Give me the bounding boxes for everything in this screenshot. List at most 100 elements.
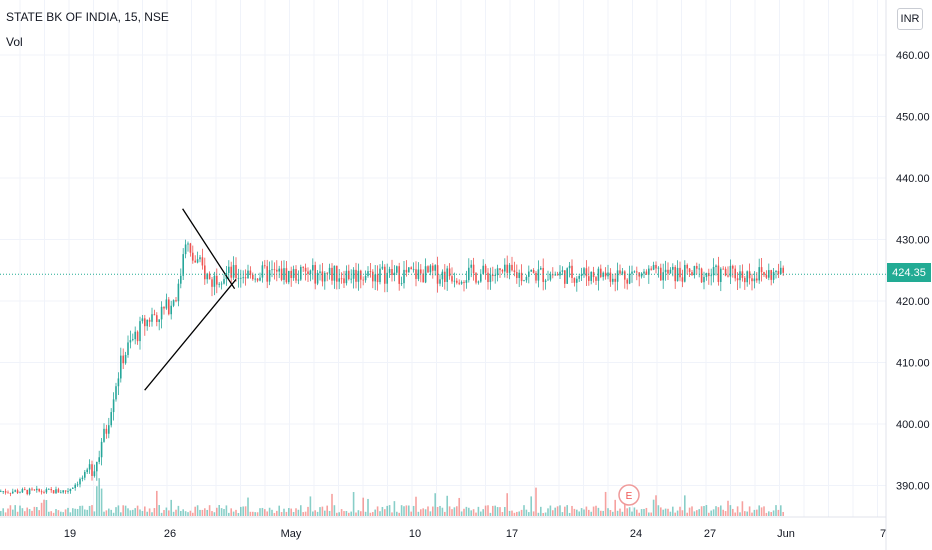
volume-bar [312, 511, 314, 516]
volume-bar [470, 510, 472, 516]
candle-body [189, 243, 192, 253]
candle-body [367, 271, 369, 276]
volume-bar [772, 510, 775, 516]
candle-body [424, 266, 427, 283]
earnings-marker[interactable]: E [618, 484, 640, 506]
candle-body [499, 268, 501, 271]
volume-bar [230, 508, 232, 516]
volume-bar [712, 509, 715, 516]
candle-body [554, 274, 556, 276]
volume-bar [482, 509, 484, 516]
candle-body [148, 319, 151, 322]
volume-bars [0, 478, 784, 516]
x-tick-label: 19 [64, 528, 76, 540]
volume-bar [523, 505, 525, 516]
volume-bar [415, 496, 417, 516]
candle-body [492, 274, 494, 276]
candle-body [31, 488, 33, 490]
volume-bar [753, 509, 756, 516]
candle-body [595, 277, 597, 281]
candle-body [201, 257, 204, 266]
candle-body [391, 268, 393, 276]
candle-body [112, 399, 115, 413]
volume-bar [120, 512, 122, 516]
candle-body [621, 271, 624, 274]
x-tick-label: 27 [704, 528, 716, 540]
x-tick-label: 17 [506, 528, 518, 540]
candle-body [408, 267, 410, 273]
candle-body [7, 492, 9, 494]
candle-body [307, 271, 309, 275]
candle-body [465, 280, 468, 283]
candle-body [398, 266, 400, 284]
volume-bar [96, 486, 98, 516]
candle-body [676, 267, 679, 282]
candle-body [372, 271, 374, 282]
candle-body [57, 489, 60, 493]
volume-bar [271, 509, 273, 516]
candle-body [153, 314, 156, 316]
candle-body [772, 271, 775, 280]
volume-bar [424, 509, 427, 516]
volume-bar [300, 505, 302, 516]
volume-bar [196, 505, 199, 516]
volume-bar [124, 505, 127, 516]
candle-body [746, 271, 748, 283]
candle-body [561, 270, 564, 272]
volume-bar [559, 505, 561, 516]
volume-bar [252, 511, 254, 516]
volume-bar [780, 505, 782, 516]
candle-body [280, 268, 283, 280]
candle-body [350, 278, 352, 280]
candle-body [628, 273, 631, 284]
candle-body [688, 268, 691, 273]
candle-body [343, 278, 345, 284]
volume-bar [192, 512, 194, 516]
candle-body [326, 272, 328, 274]
volume-bar [744, 511, 746, 516]
candle-body [208, 273, 211, 280]
candle-body [432, 265, 434, 271]
currency-button[interactable]: INR [897, 8, 923, 30]
volume-bar [175, 509, 177, 516]
volume-bar [122, 505, 124, 516]
x-tick-label: Jun [777, 528, 795, 540]
candle-body [444, 271, 446, 282]
volume-bar [247, 497, 249, 516]
candle-body [631, 271, 633, 274]
volume-bar [336, 512, 338, 516]
candle-body [681, 277, 684, 282]
volume-bar [643, 508, 645, 516]
candle-body [206, 273, 208, 280]
candle-body [412, 269, 415, 271]
candle-body [434, 265, 436, 271]
volume-bar [729, 505, 732, 516]
candle-body [352, 269, 355, 279]
candle-body [657, 267, 660, 269]
volume-bar [700, 506, 703, 516]
volume-bar [451, 509, 453, 516]
candle-body [213, 275, 216, 287]
volume-indicator-label[interactable]: Vol [6, 35, 23, 49]
candle-body [727, 275, 729, 277]
volume-bar [571, 505, 573, 516]
candle-body [14, 490, 16, 492]
candle-body [636, 271, 638, 273]
volume-bar [86, 509, 88, 516]
candle-body [283, 268, 285, 280]
candle-body [696, 266, 698, 269]
price-axis: 460.00 450.00 440.00 430.00 420.00 410.00 400.… [896, 50, 930, 493]
volume-bar [33, 506, 36, 516]
volume-bar [235, 509, 237, 516]
candle-body [568, 265, 571, 269]
volume-bar [2, 508, 4, 516]
candle-body [741, 271, 744, 278]
candle-body [336, 265, 338, 282]
candle-body [33, 489, 36, 491]
candle-body [338, 278, 340, 282]
volume-bar [84, 509, 86, 516]
candle-body [552, 274, 554, 276]
candle-body [192, 252, 194, 261]
volume-bar [45, 499, 48, 516]
